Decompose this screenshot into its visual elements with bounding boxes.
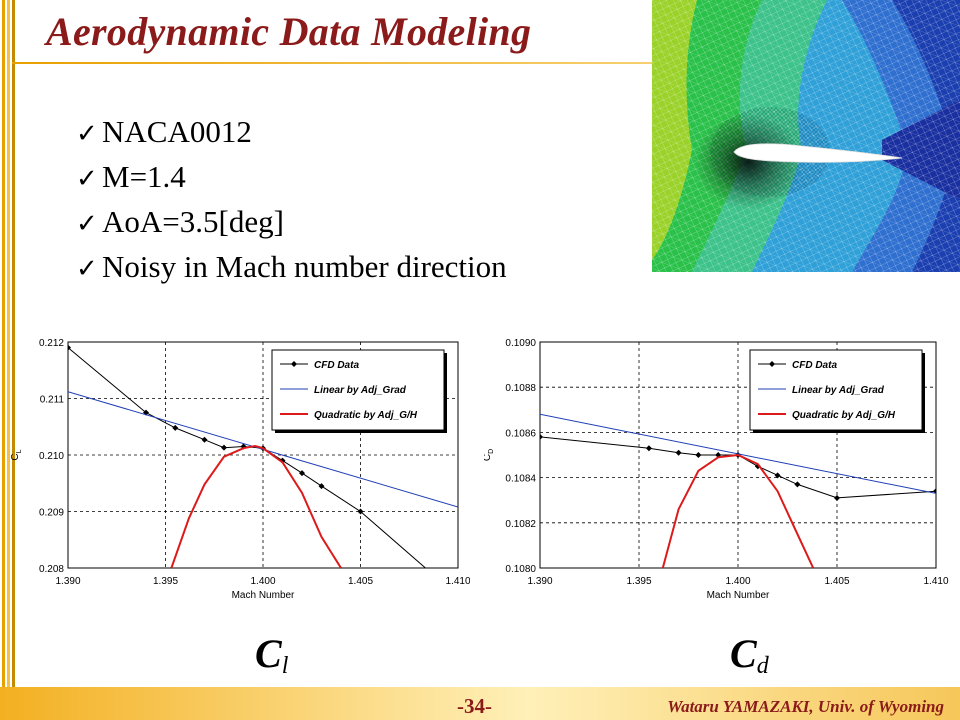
y-tick-label: 0.1084 [505,474,536,485]
bullet-item: ✓ NACA0012 [76,110,507,155]
y-tick-label: 0.208 [39,564,64,575]
data-point [645,445,652,452]
x-tick-label: 1.410 [445,576,470,587]
bullet-item: ✓ Noisy in Mach number direction [76,245,507,290]
series-group [540,413,936,568]
x-tick-label: 1.405 [824,576,849,587]
x-tick-label: 1.395 [626,576,651,587]
y-axis-label-sub: L [16,449,23,453]
data-point [794,481,801,488]
data-point [318,483,325,490]
check-icon: ✓ [76,119,98,148]
page-number: -34- [457,694,492,718]
x-tick-label: 1.400 [250,576,275,587]
y-tick-label: 0.212 [39,338,64,349]
bullet-item: ✓ AoA=3.5[deg] [76,200,507,245]
y-tick-label: 0.1080 [505,564,536,575]
cd-chart: 1.390 1.395 1.400 1.405 1.410 0.1080 0.1082 0.1… [484,338,949,601]
x-tick-label: 1.410 [923,576,948,587]
legend-marker [291,361,297,367]
y-tick-label: 0.211 [40,395,65,406]
cfd-mesh-image [652,0,960,272]
bullet-item: ✓ M=1.4 [76,155,507,200]
data-point [774,472,781,479]
left-accent-bar [2,0,5,690]
y-axis-label-sub: D [488,449,495,454]
x-tick-label: 1.400 [725,576,750,587]
legend-label: Quadratic by Adj_G/H [792,410,896,421]
data-point [221,444,227,451]
check-icon: ✓ [76,209,98,238]
data-point [201,436,208,443]
data-point [357,508,364,515]
y-tick-label: 0.1082 [505,519,536,530]
data-point [834,494,840,501]
legend-label: CFD Data [792,360,837,371]
y-tick-label: 0.209 [39,508,64,519]
legend-label: Quadratic by Adj_G/H [314,410,418,421]
y-tick-label: 0.210 [39,451,64,462]
footer-bar [0,687,960,720]
legend-label: Linear by Adj_Grad [314,385,407,396]
footer-author: Wataru YAMAZAKI, Univ. of Wyoming [667,697,944,716]
y-tick-label: 0.1090 [505,338,536,349]
data-point [68,344,71,351]
y-tick-label: 0.1088 [505,383,536,394]
x-tick-label: 1.395 [153,576,178,587]
data-point [754,463,761,470]
cl-label: Cl [255,631,289,679]
data-point [299,470,305,477]
y-tick-label: 0.1086 [505,428,536,439]
data-point [933,488,936,495]
left-accent-bar-2 [7,0,10,690]
legend-label: Linear by Adj_Grad [792,385,885,396]
y-axis-label: CL [10,449,23,460]
x-tick-label: 1.405 [348,576,373,587]
x-axis-label: Mach Number [707,590,770,601]
x-axis-label: Mach Number [232,590,295,601]
data-point [675,449,682,456]
legend-marker [769,361,775,367]
slide-title: Aerodynamic Data Modeling [46,9,532,54]
series-line [540,413,936,494]
legend-box [749,349,923,431]
title-underline [12,62,652,64]
legend-label: CFD Data [314,360,359,371]
bullet-list: ✓ NACA0012 ✓ M=1.4 ✓ AoA=3.5[deg] ✓ Noisy in… [76,110,507,290]
check-icon: ✓ [76,254,98,283]
x-tick-label: 1.390 [527,576,552,587]
data-point [540,433,543,440]
data-point [695,452,702,458]
cd-label: Cd [730,631,769,679]
check-icon: ✓ [76,164,98,193]
left-accent-bar-3 [12,0,15,690]
data-point [172,424,179,431]
y-axis-label: CD [484,449,495,461]
series-line [661,453,815,568]
series-line [170,444,342,568]
legend-box [271,349,445,431]
data-point [715,452,722,458]
cl-chart: 1.390 1.395 1.400 1.405 1.410 0.208 0.209 0.210… [10,338,470,601]
data-point [455,593,461,599]
series-group [68,344,461,599]
x-tick-label: 1.390 [55,576,80,587]
